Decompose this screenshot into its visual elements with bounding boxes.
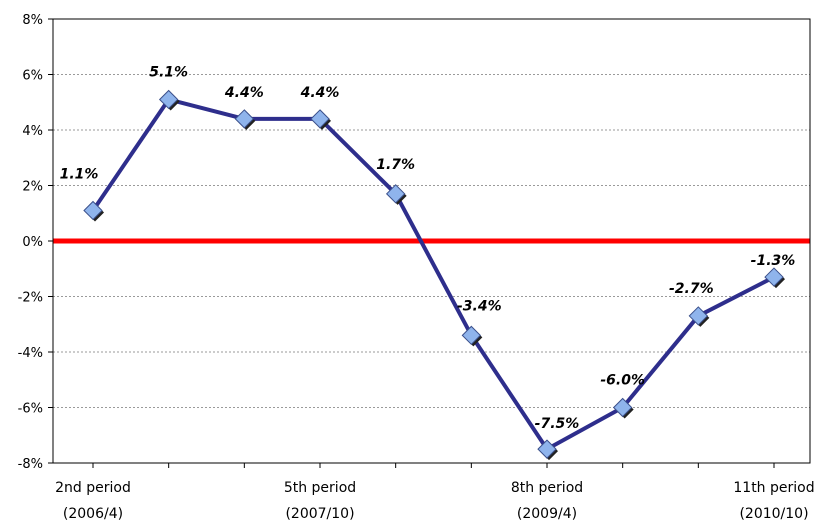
x-tick-sublabel: (2010/10): [739, 506, 808, 520]
y-tick-label: -4%: [18, 346, 43, 361]
y-tick-label: -2%: [18, 291, 43, 306]
x-tick-sublabel: (2007/10): [285, 506, 354, 520]
x-tick-label: 5th period: [284, 480, 356, 496]
data-label: 5.1%: [149, 64, 188, 80]
x-tick-label: 11th period: [733, 480, 814, 496]
y-axis-ticks: 8% 6% 4% 2% 0% -2% -4% -6% -8%: [18, 13, 53, 472]
series-layer: [83, 89, 785, 461]
data-point: [612, 397, 633, 418]
x-tick-sublabel: (2009/4): [517, 506, 577, 520]
data-label: -2.7%: [669, 281, 714, 297]
data-label: 1.7%: [376, 157, 415, 173]
data-label: -6.0%: [600, 373, 645, 389]
data-point: [537, 439, 557, 459]
data-point: [158, 89, 179, 110]
data-label: -7.5%: [535, 416, 580, 432]
data-point: [461, 325, 482, 346]
data-point: [234, 109, 255, 129]
data-point: [310, 109, 330, 129]
y-tick-label: 6%: [22, 69, 43, 84]
x-tick-label: 2nd period: [55, 480, 131, 496]
data-point: [764, 267, 784, 287]
x-axis-ticks: 2nd period (2006/4) 5th period (2007/10) 8th…: [55, 463, 815, 520]
y-tick-label: 2%: [22, 180, 43, 195]
x-tick-sublabel: (2006/4): [63, 506, 123, 520]
data-label: 4.4%: [300, 85, 340, 101]
x-tick-label: 8th period: [511, 480, 583, 496]
y-tick-label: 0%: [22, 235, 43, 250]
data-labels-layer: 1.1% 5.1% 4.4% 4.4% 1.7% -3.4% -7.5% -6.0% -2.7%…: [60, 64, 796, 432]
series-line: [91, 97, 775, 452]
data-point: [385, 184, 406, 204]
y-tick-label: -8%: [18, 457, 43, 472]
y-tick-label: -6%: [18, 402, 43, 417]
data-label: -1.3%: [751, 253, 796, 269]
data-label: 1.1%: [60, 166, 99, 182]
data-label: 4.4%: [224, 85, 264, 101]
data-label: -3.4%: [457, 298, 502, 314]
data-point: [688, 306, 709, 326]
y-tick-label: 8%: [22, 13, 43, 28]
y-tick-label: 4%: [22, 124, 43, 139]
data-point: [83, 200, 103, 221]
